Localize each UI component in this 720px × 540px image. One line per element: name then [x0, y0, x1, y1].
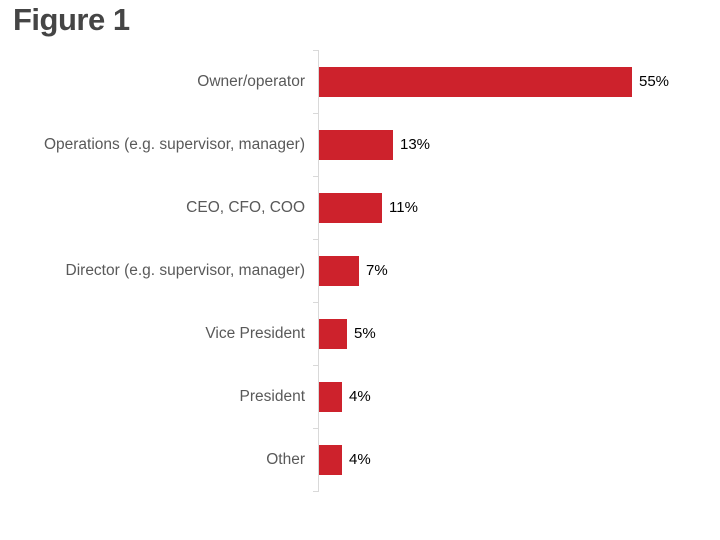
bar	[319, 67, 632, 97]
bar	[319, 382, 342, 412]
category-label: CEO, CFO, COO	[186, 199, 305, 216]
axis-tick	[313, 491, 319, 492]
category-label: Director (e.g. supervisor, manager)	[65, 262, 305, 279]
value-label: 55%	[639, 73, 670, 90]
bar-row: Owner/operator 55%	[0, 50, 720, 113]
axis-tick	[313, 302, 319, 303]
category-label: President	[239, 388, 305, 405]
category-axis-line	[318, 50, 319, 492]
category-label: Owner/operator	[197, 73, 305, 90]
value-label: 5%	[354, 325, 376, 342]
category-label: Vice President	[205, 325, 305, 342]
axis-tick	[313, 365, 319, 366]
value-label: 13%	[400, 136, 431, 153]
value-label: 7%	[366, 262, 388, 279]
bar	[319, 256, 359, 286]
value-label: 11%	[389, 199, 418, 216]
value-label: 4%	[349, 451, 371, 468]
bar-row: Operations (e.g. supervisor, manager) 13%	[0, 113, 720, 176]
bar	[319, 319, 347, 349]
axis-tick	[313, 428, 319, 429]
bar-row: Director (e.g. supervisor, manager) 7%	[0, 239, 720, 302]
bar	[319, 130, 393, 160]
figure-title: Figure 1	[13, 2, 130, 37]
bar-chart-plot: Owner/operator 55% Operations (e.g. superv…	[0, 50, 720, 492]
axis-tick	[313, 176, 319, 177]
axis-tick	[313, 113, 319, 114]
value-label: 4%	[349, 388, 371, 405]
bar	[319, 193, 382, 223]
bar	[319, 445, 342, 475]
axis-tick	[313, 50, 319, 51]
axis-tick	[313, 239, 319, 240]
category-label: Operations (e.g. supervisor, manager)	[43, 136, 305, 153]
bar-row: Vice President 5%	[0, 302, 720, 365]
bar-row: President 4%	[0, 365, 720, 428]
bar-row: Other 4%	[0, 428, 720, 491]
bar-row: CEO, CFO, COO 11%	[0, 176, 720, 239]
category-label: Other	[266, 451, 305, 468]
